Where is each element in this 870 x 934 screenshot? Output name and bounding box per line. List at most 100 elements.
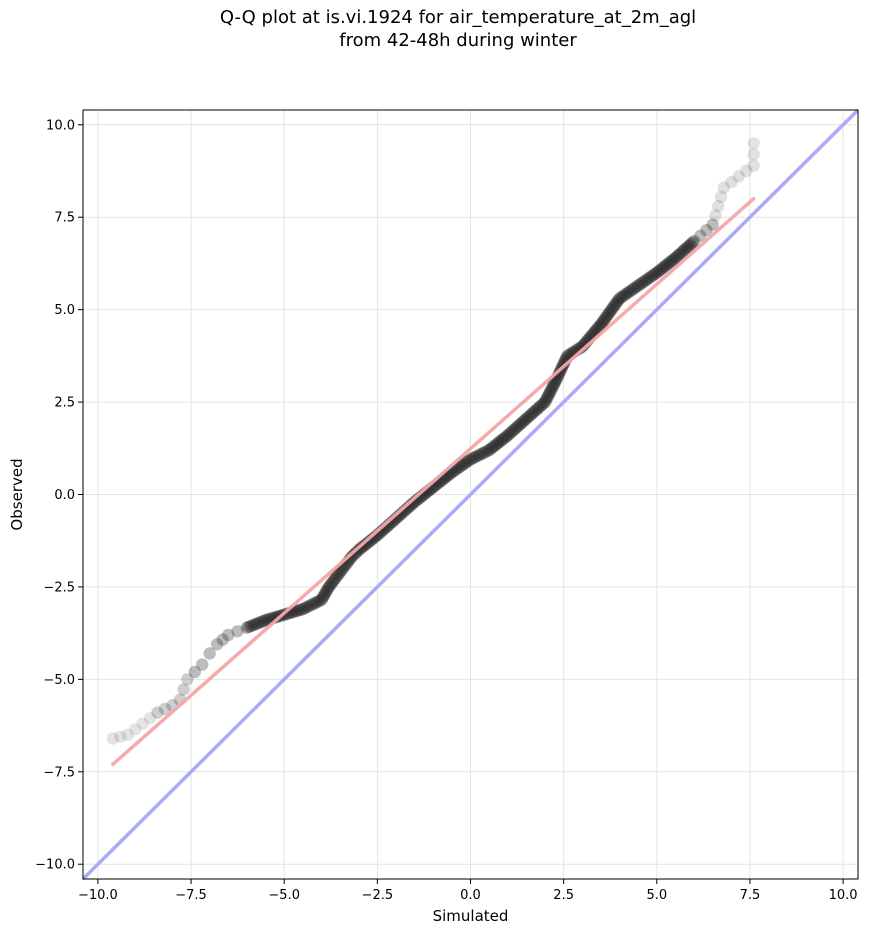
quantile-point [346,549,360,562]
quantile-point [310,595,324,609]
quantile-point [558,356,571,369]
quantile-point [322,580,336,594]
quantile-point [747,159,760,172]
quantile-point [495,433,509,446]
quantile-point [499,430,513,444]
quantile-point [252,616,265,630]
quantile-point [547,378,561,391]
quantile-point [638,275,651,288]
quantile-point [658,260,671,273]
quantile-point [529,404,542,417]
quantile-point [312,594,326,608]
quantile-point [462,454,475,468]
quantile-point [747,148,760,161]
quantile-point [576,340,589,353]
quantile-point [659,259,673,272]
quantile-point [678,243,691,256]
quantile-point [243,620,256,633]
quantile-point [460,456,473,469]
quantile-point [712,199,725,213]
quantile-point [611,294,625,307]
quantile-point [627,282,641,295]
quantile-point [332,568,345,581]
quantile-point [684,238,697,251]
quantile-point [210,638,224,651]
x-tick-label: −7.5 [175,888,207,903]
quantile-point [216,633,229,646]
y-tick-label: 2.5 [54,396,75,411]
quantile-point [350,545,364,559]
quantile-point [546,380,560,393]
quantile-point [601,308,615,321]
quantile-point [486,440,500,454]
quantile-point [231,625,244,638]
quantile-point [451,461,465,475]
quantile-point [361,536,375,549]
quantile-point [114,730,127,743]
quantile-point [177,683,190,696]
x-tick-label: −2.5 [362,888,394,903]
quantile-point [631,279,645,292]
quantile-point [181,673,194,686]
quantile-point [650,266,663,279]
quantile-point [330,570,344,583]
x-tick-label: 5.0 [646,888,667,903]
quantile-point [648,267,661,281]
quantile-point [667,253,680,266]
quantile-point [593,320,606,333]
quantile-point [654,263,667,276]
quantile-point [196,658,209,671]
quantile-point [606,302,619,315]
quantile-point [324,578,337,592]
quantile-point [478,446,491,459]
quantile-point [676,245,690,258]
quantile-point [303,599,317,612]
quantile-point [594,318,608,331]
quantile-point [663,256,677,269]
quantile-point [492,436,505,449]
quantile-point [525,407,539,420]
quantile-point [536,397,550,410]
quantile-markers [106,137,760,745]
quantile-point [301,600,314,613]
y-tick-label: −2.5 [43,580,75,595]
chart-title-line1: Q-Q plot at is.vi.1924 for air_temperatu… [219,7,697,28]
x-axis: −10.0 −7.5 −5.0 −2.5 0.0 2.5 5.0 7.5 10.0 [78,879,858,903]
quantile-point [289,604,303,618]
quantile-point [497,432,511,445]
quantile-point [315,593,328,607]
quantile-point [700,223,713,237]
quantile-point [706,218,719,231]
quantile-point [505,425,518,439]
quantile-point [604,304,618,317]
quantile-point [674,246,688,260]
y-axis: −10.0 −7.5 −5.0 −2.5 0.0 2.5 5.0 7.5 10.0 [35,118,83,873]
quantile-point [533,400,546,414]
quantile-point [629,280,643,294]
quantile-point [203,647,216,660]
quantile-point [503,427,516,440]
quantile-point [294,603,307,617]
quantile-point [250,617,263,631]
grid-lines [83,110,858,879]
quantile-point [325,576,339,589]
quantile-point [527,405,541,419]
y-tick-label: −10.0 [35,858,75,873]
quantile-point [136,717,149,730]
quantile-point [680,241,693,255]
quantile-point [514,417,528,430]
y-tick-label: −5.0 [43,673,75,688]
quantile-point [280,607,293,621]
quantile-point [453,460,467,473]
quantile-point [359,537,373,551]
quantile-point [636,276,649,289]
quantile-point [597,314,610,327]
quantile-point [318,587,332,600]
quantile-point [329,572,342,585]
quantile-point [516,415,529,429]
quantile-point [296,602,310,616]
quantile-point [538,395,552,409]
quantile-point [456,458,469,472]
quantile-point [308,597,321,610]
quantile-point [539,393,553,407]
